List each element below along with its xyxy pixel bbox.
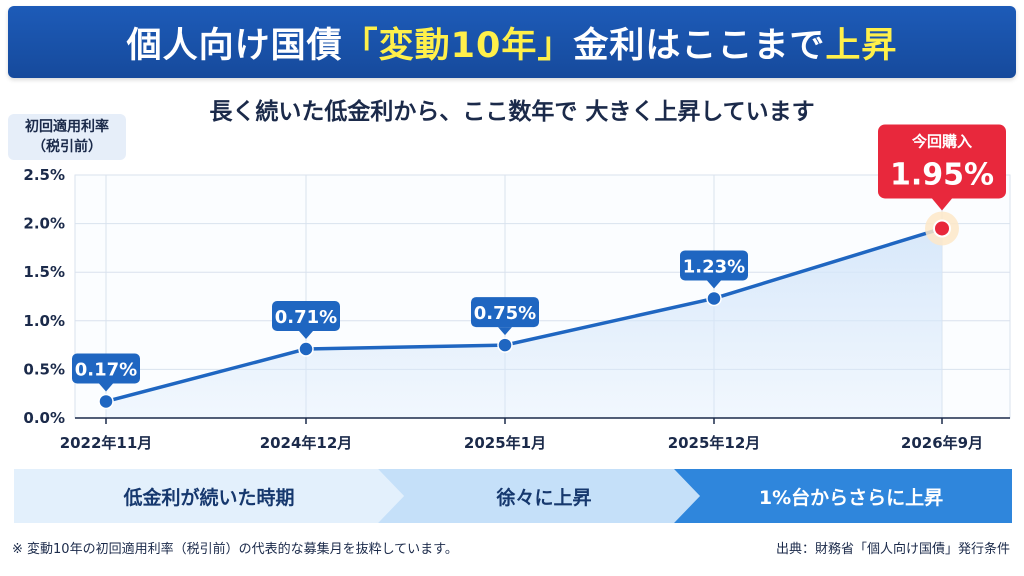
data-label-box (680, 250, 748, 281)
data-label: 0.71% (275, 307, 337, 328)
data-label-pointer (707, 280, 721, 289)
title-part-4: 上昇 (825, 25, 898, 66)
data-label-box (272, 300, 340, 331)
x-tick-label: 2025年1月 (464, 434, 546, 452)
highlight-label-box (878, 124, 1006, 199)
data-label-box (72, 353, 140, 384)
y-tick-label: 2.0% (23, 215, 65, 233)
y-tick-label: 0.0% (23, 409, 65, 427)
highlight-value: 1.95% (890, 157, 994, 192)
page-title: 個人向け国債「変動10年」金利はここまで上昇 (127, 17, 898, 68)
area-fill (106, 228, 942, 418)
y-axis-label: 初回適用利率 （税引前） (8, 114, 126, 160)
title-part-3: 金利はここまで (573, 25, 826, 66)
x-tick-label: 2024年12月 (260, 434, 353, 452)
y-tick-label: 0.5% (23, 360, 65, 378)
footnote: ※ 変動10年の初回適用利率（税引前）の代表的な募集月を抜粋しています。 (12, 542, 458, 557)
phase-gradual-rise: 徐々に上昇 (378, 469, 700, 523)
subtitle: 長く続いた低金利から、ここ数年で 大きく上昇しています (209, 99, 815, 125)
x-tick-label: 2025年12月 (668, 434, 761, 452)
title-part-1: 個人向け国債 (126, 25, 343, 66)
phase-further-rise: 1%台からさらに上昇 (674, 469, 1012, 523)
highlight-caption: 今回購入 (911, 132, 972, 150)
data-label: 0.17% (75, 359, 137, 380)
phase-low-rate: 低金利が続いた時期 (14, 469, 404, 523)
x-tick-label: 2022年11月 (60, 434, 153, 452)
source-note: 出典：財務省「個人向け国債」発行条件 (775, 542, 1010, 557)
data-point (298, 341, 314, 357)
title-part-2: 「変動10年」 (342, 25, 574, 66)
y-tick-label: 1.0% (23, 312, 65, 330)
y-tick-label: 2.5% (23, 166, 65, 184)
y-axis-label-line-2: （税引前） (32, 139, 102, 155)
data-label-box (471, 297, 539, 328)
data-point (497, 337, 513, 353)
data-label: 1.23% (683, 256, 745, 277)
data-label-pointer (299, 330, 313, 339)
data-label: 0.75% (474, 303, 536, 324)
data-label-pointer (498, 327, 512, 336)
highlight-label-pointer (932, 198, 952, 211)
data-point-highlight (933, 219, 951, 238)
data-label-pointer (99, 383, 113, 392)
title-banner: 個人向け国債「変動10年」金利はここまで上昇 (8, 6, 1016, 78)
data-point (98, 393, 114, 410)
data-point (706, 290, 722, 307)
y-tick-label: 1.5% (23, 263, 65, 281)
y-axis-label-line-1: 初回適用利率 (25, 119, 109, 135)
x-tick-label: 2026年9月 (901, 434, 983, 452)
